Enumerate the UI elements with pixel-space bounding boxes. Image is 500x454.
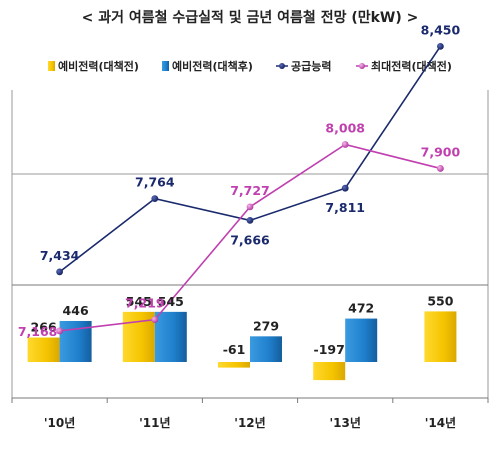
- peak-value-label: 8,008: [325, 120, 365, 135]
- bar-after-label: 472: [348, 301, 374, 316]
- bar-after: [154, 311, 187, 362]
- bar-before: [313, 362, 346, 381]
- bar-before: [122, 311, 155, 362]
- plot-frame: [11, 90, 489, 403]
- supply-value-label: 7,434: [40, 248, 80, 263]
- bar-before: [27, 337, 60, 362]
- bar-after: [250, 336, 282, 362]
- supply-point: [437, 42, 444, 50]
- bar-before-label: 545: [126, 294, 152, 309]
- supply-value-label: 7,764: [135, 175, 175, 190]
- x-axis: '10년 '11년 '12년 '13년 '14년: [44, 416, 456, 430]
- legend-item-1: 예비전력(대책전): [48, 59, 139, 73]
- peak-value-label: 7,900: [421, 144, 461, 159]
- legend-label: 최대전력(대책전): [371, 59, 452, 73]
- x-tick-label: '12년: [234, 416, 265, 430]
- bar-marks: [27, 311, 457, 381]
- bar-before-label: -197: [314, 342, 345, 357]
- bar-before-label: -61: [223, 342, 246, 357]
- supply-point: [246, 216, 254, 224]
- x-tick-label: '10년: [44, 416, 75, 430]
- peak-point: [151, 316, 159, 324]
- legend: 예비전력(대책전) 예비전력(대책후) 공급능력 최대전력(대책전): [48, 59, 452, 73]
- peak-point: [437, 165, 444, 172]
- bar-before: [424, 311, 457, 362]
- bar-after-label: 545: [158, 294, 184, 309]
- supply-value-label: 7,811: [325, 200, 365, 215]
- legend-item-2: 예비전력(대책후): [162, 59, 253, 73]
- peak-value-label: 7,168: [18, 324, 58, 339]
- x-tick-label: '14년: [425, 416, 456, 430]
- supply-value-label: 7,666: [230, 232, 270, 247]
- bar-before-label: 266: [31, 320, 57, 335]
- peak-point: [246, 203, 254, 211]
- supply-point: [341, 184, 349, 192]
- bar-after: [345, 318, 378, 362]
- legend-marker: [359, 63, 365, 69]
- legend-swatch: [48, 61, 55, 71]
- legend-label: 예비전력(대책전): [58, 59, 139, 73]
- peak-value-label: 7,219: [125, 296, 165, 311]
- bar-before-label: 550: [427, 293, 453, 308]
- legend-item-3: 공급능력: [276, 60, 331, 73]
- supply-point: [151, 195, 159, 203]
- line-marks: [56, 42, 444, 335]
- supply-point: [56, 268, 63, 276]
- legend-marker: [279, 63, 285, 69]
- x-tick-label: '13년: [329, 416, 360, 430]
- bar-before: [218, 362, 250, 368]
- data-labels: 266 446 545 545 -61 279 -197 472 550 7,434 7,764 7,…: [18, 22, 461, 357]
- peak-point: [56, 327, 63, 335]
- bar-after-label: 279: [253, 318, 279, 333]
- chart-title: < 과거 여름철 수급실적 및 금년 여름철 전망 (만kW) >: [82, 9, 419, 26]
- peak-point: [341, 141, 349, 148]
- legend-swatch: [162, 61, 169, 71]
- peak-value-label: 7,727: [230, 183, 270, 198]
- legend-label: 예비전력(대책후): [172, 59, 253, 73]
- x-tick-label: '11년: [139, 416, 170, 430]
- bar-after-label: 446: [63, 303, 89, 318]
- legend-label: 공급능력: [291, 60, 331, 73]
- supply-value-label: 8,450: [421, 22, 461, 37]
- legend-item-4: 최대전력(대책전): [356, 59, 452, 73]
